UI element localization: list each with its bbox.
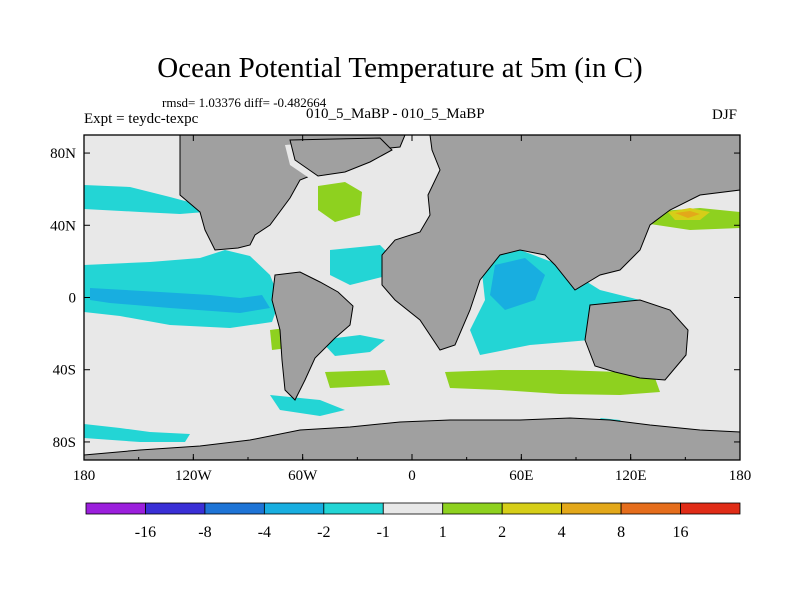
colorbar-swatch: [323, 502, 384, 515]
season-label: DJF: [712, 107, 738, 123]
colorbar-swatch: [680, 502, 741, 515]
x-tick-label: 180: [729, 468, 752, 484]
land-mask: [83, 134, 741, 461]
colorbar-swatch: [382, 502, 444, 515]
colorbar-swatch: [85, 502, 146, 515]
north-pacific-cool-anomaly: [84, 185, 205, 214]
kuroshio-peak-anomaly: [675, 211, 700, 218]
afro-eurasia-land: [381, 134, 741, 351]
colorbar-label: -2: [317, 524, 330, 541]
indian-ocean-deep-anomaly: [490, 258, 545, 310]
colorbar-label: 4: [558, 524, 566, 541]
greenland-outline: [289, 137, 393, 177]
axes-layer: 180 120W 60W 0 60E 120E 180 80N 40N 0 40S 80S: [50, 135, 751, 484]
colorbar-label: 1: [439, 524, 447, 541]
colorbar-swatch: [561, 502, 622, 515]
south-america-land: [271, 271, 354, 401]
colorbar-swatch: [501, 502, 563, 515]
colorbar-swatch: [145, 502, 206, 515]
colorbar-label: 16: [673, 524, 689, 541]
colorbar-label: -4: [258, 524, 271, 541]
y-tick-label: 80S: [53, 435, 76, 451]
x-tick-label: 60W: [288, 468, 318, 484]
colorbar: -16 -8 -4 -2 -1 1 2 4 8 16: [85, 502, 741, 541]
north-atlantic-warm-anomaly: [318, 182, 362, 222]
south-pacific-band-anomaly: [270, 395, 345, 416]
anomaly-shading: [84, 182, 740, 442]
experiment-label: Expt = teydc-texpc: [84, 111, 199, 127]
x-tick-label: 60E: [509, 468, 533, 484]
east-pacific-deep-anomaly: [90, 288, 270, 313]
y-tick-label: 40S: [53, 363, 76, 379]
x-tick-label: 120W: [175, 468, 213, 484]
colorbar-swatch: [442, 502, 503, 515]
colorbar-swatch: [263, 502, 325, 515]
y-tick-label: 0: [69, 291, 77, 307]
australia-land: [584, 299, 689, 381]
colorbar-label: -8: [198, 524, 211, 541]
antarctic-coastal-anomaly: [84, 424, 190, 442]
colorbar-swatch: [204, 502, 265, 515]
colorbar-label: 2: [498, 524, 506, 541]
runs-label: 010_5_MaBP - 010_5_MaBP: [306, 106, 485, 122]
colorbar-label: -1: [377, 524, 390, 541]
x-tick-label: 180: [73, 468, 96, 484]
southern-ocean-warm-anomaly: [445, 370, 660, 395]
tropical-atlantic-anomaly: [330, 245, 395, 285]
y-tick-label: 40N: [50, 218, 76, 234]
x-tick-label: 120E: [615, 468, 647, 484]
colorbar-label: -16: [135, 524, 156, 541]
chart-title: Ocean Potential Temperature at 5m (in C): [157, 52, 643, 84]
colorbar-swatch: [620, 502, 681, 515]
x-tick-label: 0: [408, 468, 416, 484]
southwest-atlantic-anomaly: [320, 335, 385, 356]
colorbar-label: 8: [617, 524, 625, 541]
stats-label: rmsd= 1.03376 diff= -0.482664: [162, 95, 327, 110]
y-tick-label: 80N: [50, 146, 76, 162]
south-atlantic-warm-anomaly: [325, 370, 390, 388]
